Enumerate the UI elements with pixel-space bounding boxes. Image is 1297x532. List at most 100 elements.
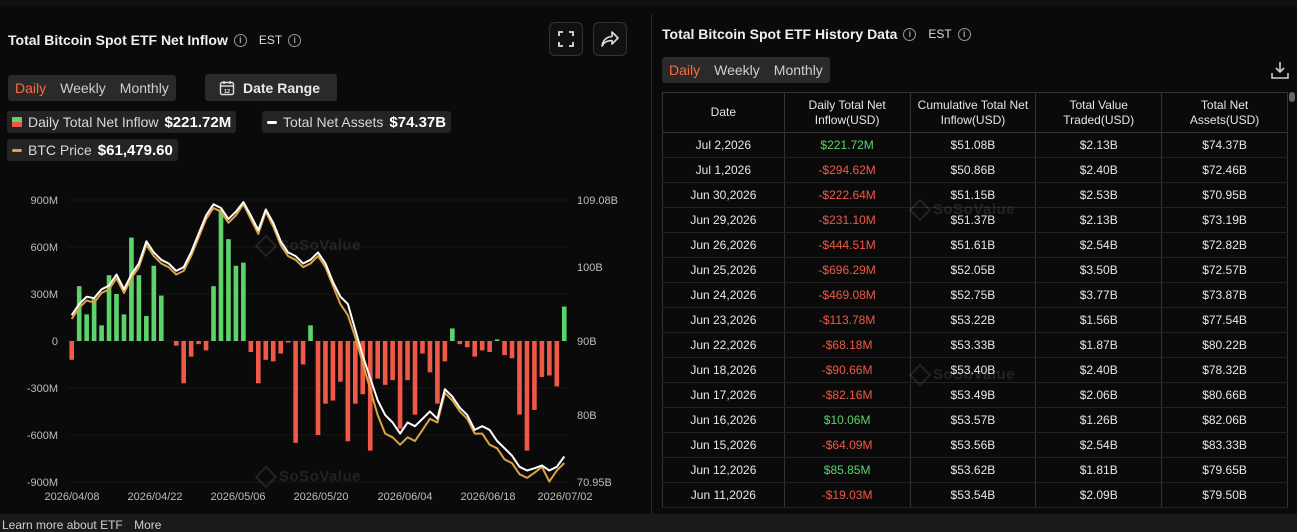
inflow-bar [330, 341, 336, 401]
table-row[interactable]: Jun 24,2026 -$469.08M $52.75B $3.77B $73.87B [662, 282, 1288, 308]
table-row[interactable]: Jun 26,2026 -$444.51M $51.61B $2.54B $72.82B [662, 232, 1288, 258]
x-tick-label: 2026/04/08 [44, 491, 99, 503]
cell-date: Jun 24,2026 [662, 282, 785, 308]
cell-value-traded: $1.81B [1035, 457, 1163, 483]
table-row[interactable]: Jun 18,2026 -$90.66M $53.40B $2.40B $78.32B [662, 357, 1288, 383]
share-button[interactable] [593, 22, 627, 56]
table-header-row: Date Daily Total Net Inflow(USD) Cumulat… [662, 92, 1288, 133]
tab-monthly[interactable]: Monthly [119, 80, 169, 96]
inflow-bar [226, 239, 231, 341]
history-tab-daily[interactable]: Daily [669, 62, 701, 78]
history-tab-weekly[interactable]: Weekly [714, 62, 760, 78]
history-info-icon[interactable]: i [903, 27, 917, 41]
x-tick-label: 2026/04/22 [127, 491, 182, 503]
col-net-assets[interactable]: Total Net Assets(USD) [1161, 92, 1288, 133]
tab-weekly[interactable]: Weekly [60, 80, 106, 96]
legend-net-assets[interactable]: Total Net Assets $74.37B [262, 111, 452, 133]
cell-net-assets: $79.65B [1161, 457, 1288, 483]
cell-net-assets: $82.06B [1161, 407, 1288, 433]
inflow-bar [300, 341, 306, 365]
table-row[interactable]: Jun 16,2026 $10.06M $53.57B $1.26B $82.06B [662, 407, 1288, 433]
table-row[interactable]: Jun 29,2026 -$231.10M $51.37B $2.13B $73.19B [662, 207, 1288, 233]
cell-value-traded: $1.56B [1035, 307, 1163, 333]
cell-date: Jun 17,2026 [662, 382, 785, 408]
table-row[interactable]: Jun 30,2026 -$222.64M $51.15B $2.53B $70.95B [662, 182, 1288, 208]
y-right-tick-label: 90B [577, 336, 597, 348]
cell-daily-inflow: $221.72M [784, 132, 911, 158]
cell-net-assets: $79.50B [1161, 482, 1288, 508]
top-bar [0, 0, 1297, 6]
y-left-tick-label: 0 [52, 336, 58, 348]
inflow-bar [263, 341, 269, 360]
table-row[interactable]: Jun 25,2026 -$696.29M $52.05B $3.50B $72.57B [662, 257, 1288, 283]
legend-btc-price[interactable]: BTC Price $61,479.60 [7, 139, 178, 161]
cell-daily-inflow: -$294.62M [784, 157, 911, 183]
cell-daily-inflow: $10.06M [784, 407, 911, 433]
cell-daily-inflow: -$231.10M [784, 207, 911, 233]
inflow-bar [308, 325, 313, 341]
cell-cumulative: $53.56B [910, 432, 1037, 458]
table-row[interactable]: Jun 22,2026 -$68.18M $53.33B $1.87B $80.22B [662, 332, 1288, 358]
y-left-tick-label: -900M [27, 477, 58, 489]
legend-daily-label: Daily Total Net Inflow [28, 114, 159, 130]
inflow-bar [144, 315, 149, 341]
info-icon[interactable]: i [233, 33, 247, 47]
col-cumulative-inflow[interactable]: Cumulative Total Net Inflow(USD) [909, 92, 1037, 133]
tab-daily[interactable]: Daily [15, 80, 47, 96]
table-row[interactable]: Jun 11,2026 -$19.03M $53.54B $2.09B $79.50B [662, 482, 1288, 508]
cell-daily-inflow: -$19.03M [784, 482, 911, 508]
inflow-bar [218, 209, 224, 341]
col-value-traded[interactable]: Total Value Traded(USD) [1035, 92, 1163, 133]
y-left-tick-label: 900M [30, 195, 58, 207]
inflow-bar [106, 275, 112, 341]
legend-daily-inflow[interactable]: Daily Total Net Inflow $221.72M [7, 111, 237, 133]
inflow-bar [315, 341, 321, 435]
table-watermark-top: SoSoValue [908, 198, 1015, 221]
inflow-bar [69, 341, 75, 360]
watermark-bottom: SoSoValue [254, 465, 361, 488]
cell-net-assets: $78.32B [1161, 357, 1288, 383]
cell-value-traded: $2.13B [1035, 132, 1163, 158]
cell-cumulative: $53.57B [910, 407, 1037, 433]
date-range-button[interactable]: 12 Date Range [205, 74, 337, 101]
cell-value-traded: $2.40B [1035, 157, 1163, 183]
inflow-bar [561, 306, 567, 341]
inflow-bar [472, 341, 478, 357]
y-left-tick-label: 300M [30, 289, 58, 301]
cell-date: Jun 15,2026 [662, 432, 785, 458]
cell-date: Jul 2,2026 [662, 132, 785, 158]
inflow-bar [539, 341, 545, 378]
cell-net-assets: $74.37B [1161, 132, 1288, 158]
history-title-text: Total Bitcoin Spot ETF History Data [662, 26, 898, 42]
cell-daily-inflow: -$90.66M [784, 357, 911, 383]
inflow-bar [397, 341, 403, 429]
x-tick-label: 2026/05/06 [210, 491, 265, 503]
cell-value-traded: $1.26B [1035, 407, 1163, 433]
learn-more-link[interactable]: Learn more about ETF [2, 518, 123, 532]
cell-date: Jun 22,2026 [662, 332, 785, 358]
inflow-bar [427, 341, 433, 373]
table-row[interactable]: Jul 2,2026 $221.72M $51.08B $2.13B $74.37B [662, 132, 1288, 158]
col-daily-inflow[interactable]: Daily Total Net Inflow(USD) [783, 92, 911, 133]
table-row[interactable]: Jun 15,2026 -$64.09M $53.56B $2.54B $83.33B [662, 432, 1288, 458]
net-inflow-chart[interactable]: 900M 600M 300M 0 -300M -600M -900M 109.08B 100B 9… [0, 186, 645, 514]
timezone-info-icon[interactable]: i [288, 33, 302, 47]
col-date[interactable]: Date [662, 92, 785, 133]
more-link[interactable]: More [134, 518, 162, 532]
table-row[interactable]: Jul 1,2026 -$294.62M $50.86B $2.40B $72.46B [662, 157, 1288, 183]
cell-value-traded: $2.53B [1035, 182, 1163, 208]
table-scrollbar[interactable] [1289, 92, 1295, 102]
table-row[interactable]: Jun 23,2026 -$113.78M $53.22B $1.56B $77.54B [662, 307, 1288, 333]
btc-price-swatch [12, 148, 22, 152]
download-button[interactable] [1270, 60, 1290, 80]
table-row[interactable]: Jun 17,2026 -$82.16M $53.49B $2.06B $80.66B [662, 382, 1288, 408]
cell-cumulative: $53.33B [910, 332, 1037, 358]
history-tab-monthly[interactable]: Monthly [773, 62, 823, 78]
table-row[interactable]: Jun 12,2026 $85.85M $53.62B $1.81B $79.65B [662, 457, 1288, 483]
y-right-tick-label: 70.95B [577, 477, 612, 489]
fullscreen-button[interactable] [549, 22, 583, 56]
y-right-tick-label: 109.08B [577, 195, 618, 207]
history-timezone-info-icon[interactable]: i [957, 27, 971, 41]
calendar-icon: 12 [219, 80, 235, 95]
cell-date: Jun 12,2026 [662, 457, 785, 483]
